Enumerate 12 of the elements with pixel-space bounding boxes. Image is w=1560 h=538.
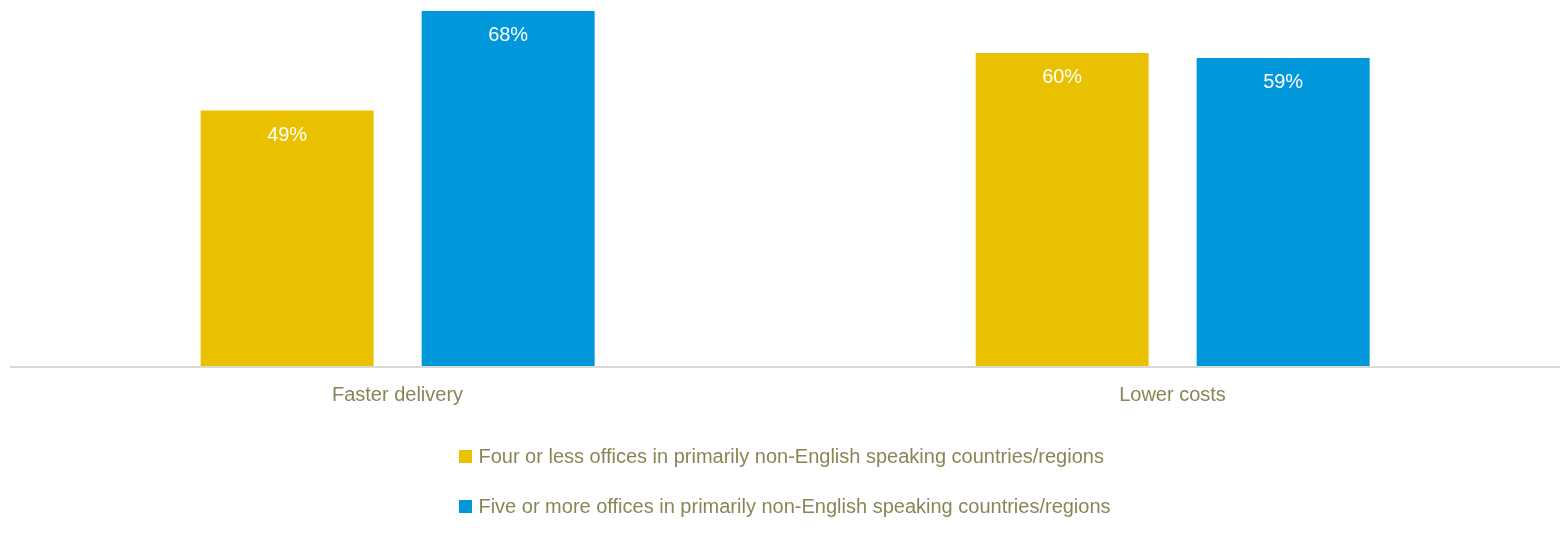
data-label: 68%	[488, 23, 529, 46]
bar	[1196, 58, 1370, 367]
data-label: 59%	[1263, 70, 1304, 93]
legend-label: Four or less offices in primarily non-English speaking countries/regions	[478, 444, 1104, 468]
bar	[975, 52, 1149, 367]
bar	[421, 11, 595, 367]
x-tick-label: Faster delivery	[331, 383, 464, 406]
data-label: 60%	[1042, 65, 1083, 88]
data-label: 49%	[267, 122, 308, 145]
legend-label: Five or more offices in primarily non-English speaking countries/regions	[478, 494, 1111, 518]
bar	[200, 110, 374, 367]
x-tick-label: Lower costs	[1119, 383, 1226, 406]
